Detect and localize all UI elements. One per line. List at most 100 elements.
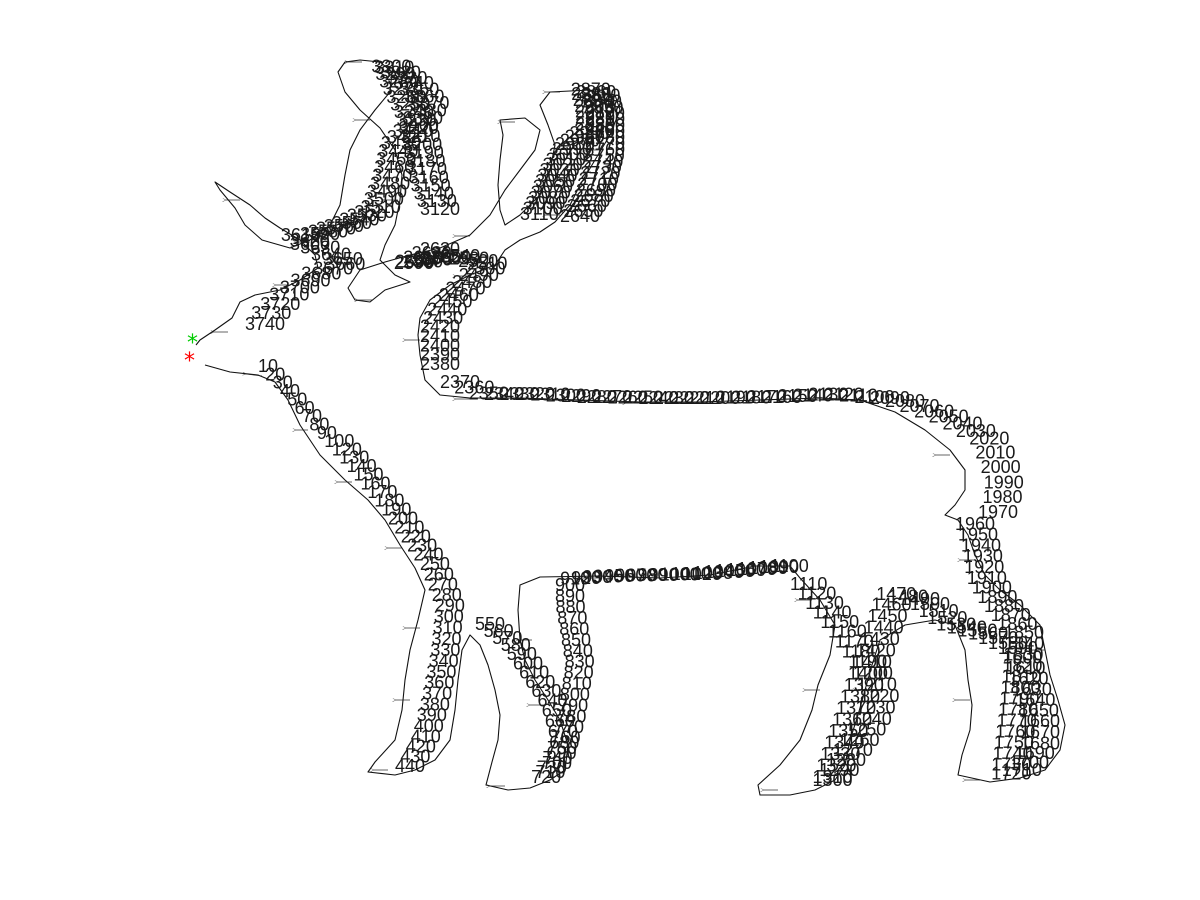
point-label: 2500 bbox=[465, 259, 505, 279]
point-label: 1730 bbox=[991, 754, 1031, 774]
point-label: 2700 bbox=[577, 175, 617, 195]
point-label: 1380 bbox=[840, 686, 880, 706]
point-label: 3630 bbox=[300, 238, 340, 258]
point-label: 2710 bbox=[579, 169, 619, 189]
point-label: 250 bbox=[420, 554, 450, 574]
point-label: 1540 bbox=[947, 617, 987, 637]
point-label: 2990 bbox=[552, 139, 592, 159]
point-label: 3240 bbox=[394, 102, 434, 122]
point-label: 1350 bbox=[828, 721, 868, 741]
point-label: 1650 bbox=[1019, 700, 1059, 720]
point-label: 3460 bbox=[374, 157, 414, 177]
point-label: 1770 bbox=[997, 710, 1037, 730]
point-label: 2220 bbox=[669, 388, 709, 408]
point-label: 90 bbox=[317, 423, 337, 443]
point-label: 3110 bbox=[520, 204, 559, 224]
point-label: 2300 bbox=[546, 385, 586, 405]
point-label: 740 bbox=[543, 748, 573, 768]
point-label: 430 bbox=[400, 746, 430, 766]
point-label: 220 bbox=[401, 527, 431, 547]
point-label: 2410 bbox=[420, 326, 460, 346]
point-label: 2870 bbox=[571, 79, 611, 99]
point-label: 2240 bbox=[639, 388, 679, 408]
point-label: 50 bbox=[287, 390, 307, 410]
point-label: 170 bbox=[367, 482, 397, 502]
point-label: 3190 bbox=[404, 143, 444, 163]
point-label: 1530 bbox=[936, 614, 976, 634]
point-label: 3320 bbox=[381, 63, 421, 83]
point-label: 2320 bbox=[515, 384, 555, 404]
point-label: 880 bbox=[556, 597, 586, 617]
point-label: 2880 bbox=[571, 84, 611, 104]
point-label: 3490 bbox=[367, 181, 407, 201]
point-label: 2790 bbox=[585, 121, 625, 141]
point-label: 3660 bbox=[325, 254, 365, 274]
point-label: 1150 bbox=[820, 612, 859, 632]
point-label: 1200 bbox=[853, 663, 893, 683]
point-label: 1480 bbox=[888, 587, 928, 607]
point-label: 1330 bbox=[820, 744, 860, 764]
point-label: 860 bbox=[559, 619, 589, 639]
point-label: 3270 bbox=[383, 79, 423, 99]
point-label: 2470 bbox=[446, 279, 486, 299]
point-label: 2360 bbox=[454, 378, 494, 398]
point-label: 930 bbox=[582, 567, 612, 587]
point-label: 1990 bbox=[984, 472, 1024, 492]
point-label: 40 bbox=[280, 381, 300, 401]
point-label: 1030 bbox=[693, 563, 733, 583]
point-label: 3700 bbox=[280, 277, 320, 297]
point-label: 1940 bbox=[961, 535, 1001, 555]
point-label: 1120 bbox=[798, 584, 837, 604]
point-label: 960 bbox=[615, 566, 645, 586]
point-label: 1110 bbox=[790, 574, 827, 594]
point-label: 1250 bbox=[846, 720, 886, 740]
point-label: 210 bbox=[394, 517, 424, 537]
point-label: 2960 bbox=[565, 127, 605, 147]
point-label: 80 bbox=[309, 415, 329, 435]
point-label: 2940 bbox=[574, 120, 614, 140]
point-label: 2230 bbox=[654, 388, 694, 408]
point-label: 1280 bbox=[826, 750, 866, 770]
point-label: 380 bbox=[420, 695, 450, 715]
point-label: 680 bbox=[549, 732, 579, 752]
point-label: 940 bbox=[593, 567, 623, 587]
point-label: 1910 bbox=[967, 568, 1007, 588]
point-label: 2560 bbox=[422, 249, 462, 269]
point-label: 850 bbox=[561, 630, 591, 650]
point-label: 2060 bbox=[914, 401, 954, 421]
point-label: 720 bbox=[531, 767, 561, 787]
point-label: 3550 bbox=[332, 213, 372, 233]
point-label: 1100 bbox=[770, 556, 809, 576]
point-label: 3500 bbox=[364, 189, 404, 209]
point-label: 2310 bbox=[530, 385, 570, 405]
point-label: 2150 bbox=[778, 386, 818, 406]
point-label: 3200 bbox=[402, 134, 442, 154]
point-label: 3370 bbox=[409, 93, 449, 113]
point-label: 1520 bbox=[927, 608, 967, 628]
point-label: 2540 bbox=[440, 246, 480, 266]
point-label: 3100 bbox=[523, 199, 563, 219]
point-label: 310 bbox=[433, 618, 463, 638]
point-label: 1510 bbox=[919, 601, 959, 621]
point-label: 1400 bbox=[848, 663, 888, 683]
point-label: 2950 bbox=[570, 123, 610, 143]
point-label: 1430 bbox=[860, 629, 900, 649]
point-label: 260 bbox=[424, 564, 454, 584]
point-label: 1810 bbox=[1002, 666, 1042, 686]
point-label: 1870 bbox=[991, 605, 1031, 625]
point-label: 2570 bbox=[412, 250, 452, 270]
point-label: 2010 bbox=[975, 443, 1015, 463]
point-label: 2000 bbox=[981, 457, 1021, 477]
point-label: 1950 bbox=[958, 525, 998, 545]
point-label: 3220 bbox=[399, 118, 439, 138]
point-label: 3690 bbox=[291, 270, 331, 290]
point-label: 2740 bbox=[583, 151, 623, 171]
point-label: 1170 bbox=[835, 631, 874, 651]
point-label: 3560 bbox=[324, 216, 364, 236]
point-label: 910 bbox=[560, 569, 590, 589]
point-label: 3670 bbox=[313, 259, 353, 279]
point-label: 2480 bbox=[452, 272, 492, 292]
point-label: 1290 bbox=[819, 760, 859, 780]
point-label: 610 bbox=[519, 663, 549, 683]
point-label: 2620 bbox=[412, 243, 452, 263]
